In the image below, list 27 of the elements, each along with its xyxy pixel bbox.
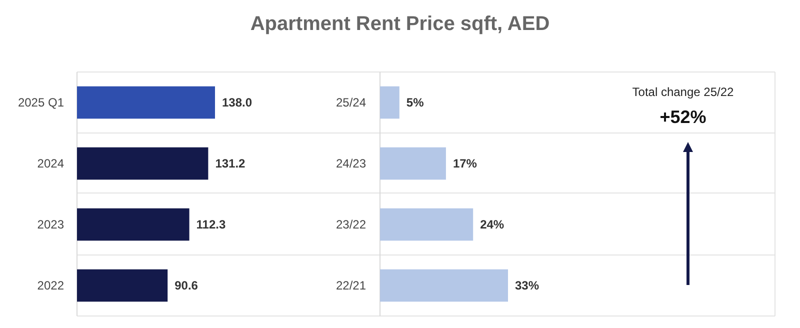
bar (380, 86, 400, 119)
bar (380, 147, 446, 180)
data-label: 131.2 (215, 156, 246, 171)
text: +52% (660, 107, 706, 127)
y-tick-label: 2023 (37, 218, 64, 232)
y-tick-label: 25/24 (336, 96, 366, 110)
y-tick-label: 22/21 (336, 278, 366, 293)
bar (77, 269, 168, 302)
data-label: 138.0 (222, 96, 252, 110)
data-label: 33% (515, 278, 540, 293)
y-tick-label: 24/23 (336, 156, 366, 171)
data-label: 17% (452, 156, 478, 171)
bar (380, 269, 508, 302)
text: Total change 25/22 (632, 85, 734, 99)
data-label: 24% (480, 218, 504, 232)
bar (77, 208, 190, 241)
bar (77, 86, 215, 119)
y-tick-label: 2024 (37, 156, 64, 171)
bar (380, 208, 474, 241)
data-label: 5% (406, 96, 424, 110)
chart-title: Apartment Rent Price sqft, AED (250, 13, 550, 35)
y-tick-label: 2022 (37, 278, 64, 293)
data-label: 90.6 (174, 278, 198, 293)
bar (77, 147, 208, 180)
y-tick-label: 23/22 (336, 218, 366, 232)
data-label: 112.3 (196, 218, 226, 232)
y-tick-label: 2025 Q1 (18, 96, 64, 110)
